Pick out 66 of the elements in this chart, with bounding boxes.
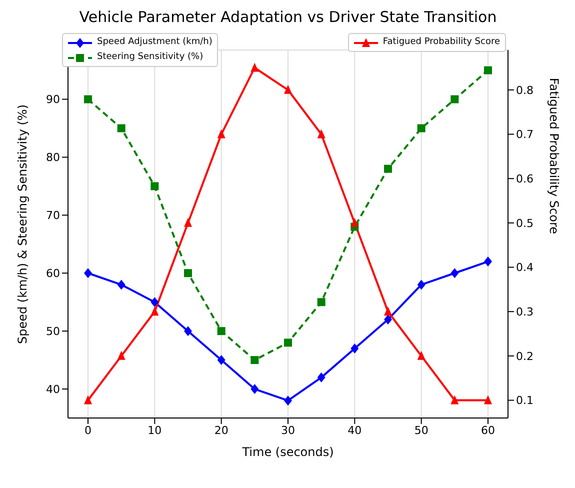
point bbox=[417, 280, 426, 290]
point bbox=[184, 326, 192, 336]
x-axis-title: Time (seconds) bbox=[241, 445, 334, 459]
point bbox=[284, 338, 292, 347]
x-tick-label: 10 bbox=[148, 424, 162, 437]
point bbox=[484, 66, 492, 74]
x-tick-label: 0 bbox=[84, 424, 92, 437]
point bbox=[84, 95, 92, 104]
point bbox=[350, 218, 359, 227]
point bbox=[250, 62, 259, 72]
y2-tick-label: 0.6 bbox=[516, 172, 534, 186]
y2-tick-label: 0.1 bbox=[516, 394, 534, 408]
x-tick-label: 30 bbox=[281, 424, 295, 437]
point bbox=[384, 314, 392, 324]
y-tick-label: 50 bbox=[46, 324, 60, 338]
y2-tick-label: 0.4 bbox=[516, 261, 534, 274]
y-tick-label: 40 bbox=[46, 382, 60, 396]
y2-tick-label: 0.2 bbox=[516, 350, 534, 363]
point bbox=[284, 84, 292, 94]
point bbox=[317, 298, 326, 306]
point bbox=[284, 396, 292, 406]
point bbox=[384, 306, 392, 316]
y-axis-title: Speed (km/h) & Steering Sensitivity (%) bbox=[15, 104, 30, 344]
point bbox=[217, 327, 226, 336]
point bbox=[417, 350, 426, 360]
x-tick-label: 20 bbox=[214, 424, 228, 437]
point bbox=[317, 372, 326, 382]
y2-tick-label: 0.8 bbox=[516, 84, 534, 97]
x-tick-label: 40 bbox=[348, 424, 362, 437]
legend-label: Steering Sensitivity (%) bbox=[97, 51, 204, 64]
point bbox=[250, 356, 259, 364]
point bbox=[184, 269, 192, 278]
point bbox=[217, 355, 226, 366]
x-tick-label: 50 bbox=[414, 424, 428, 437]
point bbox=[184, 218, 192, 227]
y2-tick-label: 0.5 bbox=[516, 216, 534, 230]
y2-axis-title: Fatigued Probability Score bbox=[546, 78, 561, 234]
point bbox=[150, 297, 159, 308]
point bbox=[150, 182, 159, 190]
legend-label: Fatigued Probability Score bbox=[382, 36, 500, 49]
y2-tick-label: 0.7 bbox=[516, 128, 534, 142]
point bbox=[350, 343, 359, 354]
point bbox=[117, 350, 126, 360]
chart-title: Vehicle Parameter Adaptation vs Driver State Transition bbox=[78, 8, 498, 26]
y-tick-label: 60 bbox=[46, 267, 60, 280]
x-tick-label: 60 bbox=[481, 424, 495, 437]
y-tick-label: 90 bbox=[46, 93, 60, 106]
point bbox=[484, 256, 492, 267]
point bbox=[84, 268, 92, 278]
point bbox=[417, 124, 426, 132]
point bbox=[450, 95, 459, 104]
legend-label: Speed Adjustment (km/h) bbox=[97, 36, 212, 49]
point bbox=[484, 395, 492, 404]
point bbox=[150, 306, 159, 316]
point bbox=[117, 124, 126, 132]
point bbox=[250, 384, 259, 394]
point bbox=[217, 129, 226, 138]
point bbox=[450, 395, 459, 404]
point bbox=[450, 268, 459, 278]
point bbox=[384, 164, 392, 173]
point bbox=[84, 395, 92, 404]
y2-tick-label: 0.3 bbox=[516, 305, 534, 318]
y-tick-label: 70 bbox=[46, 209, 60, 222]
point bbox=[117, 280, 126, 290]
point bbox=[317, 129, 326, 138]
y-tick-label: 80 bbox=[46, 151, 60, 164]
